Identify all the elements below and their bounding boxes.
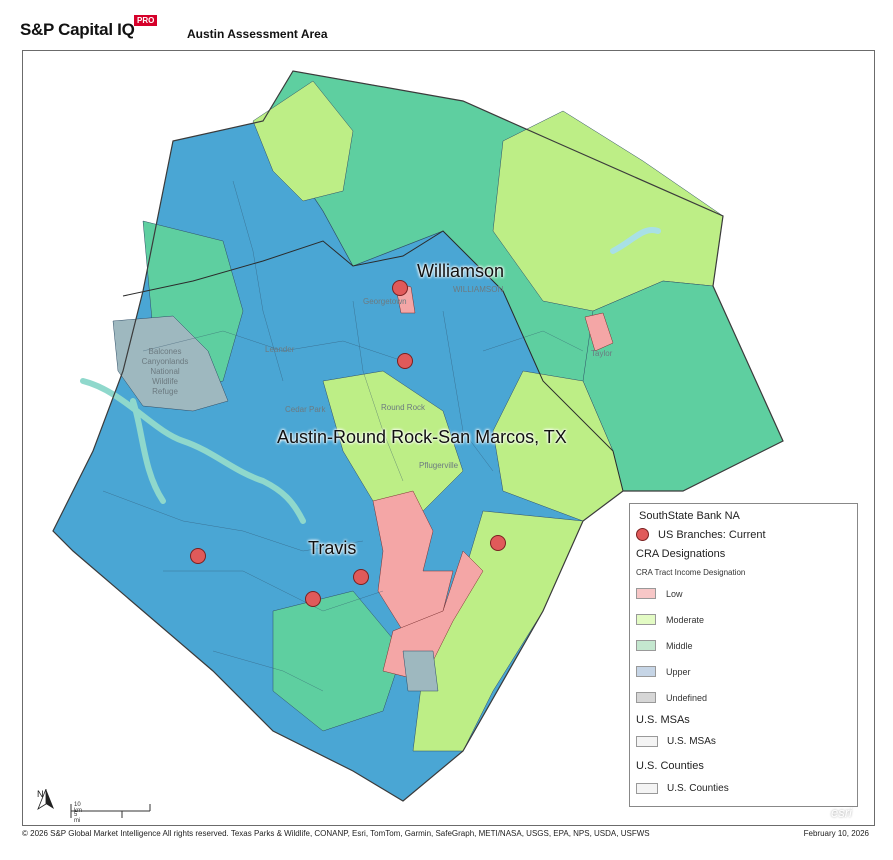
branch-marker-downtown (353, 569, 369, 585)
legend-label-upper: Upper (666, 666, 691, 677)
page-title: Austin Assessment Area (187, 27, 328, 41)
legend-item-county: U.S. Counties (636, 783, 729, 794)
msa-boundary (52, 70, 784, 802)
legend-county-heading: U.S. Counties (636, 760, 704, 772)
undefined-area-balcones (112, 315, 229, 412)
basemap-label-georgetown: Georgetown (363, 297, 407, 306)
legend-item-moderate: Moderate (636, 614, 704, 625)
branch-marker-georgetown (392, 280, 408, 296)
legend-label-undefined: Undefined (666, 692, 708, 703)
branch-marker-west (190, 548, 206, 564)
low-swatch (636, 588, 656, 599)
attribution-text: © 2026 S&P Global Market Intelligence Al… (22, 829, 650, 838)
legend-item-upper: Upper (636, 666, 691, 677)
msa-label: Austin-Round Rock-San Marcos, TX (277, 427, 567, 447)
basemap-label-leander: Leander (265, 345, 295, 354)
basemap-label-round-rock: Round Rock (381, 403, 426, 412)
middle-area-south (272, 590, 404, 732)
tract-lines (102, 180, 584, 692)
north-arrow-icon (37, 789, 54, 810)
legend-item-undefined: Undefined (636, 692, 707, 703)
upper-swatch (636, 666, 656, 677)
basemap-label-balcones: Balcones Canyonlands National Wildlife R… (141, 347, 189, 396)
county-boundary (122, 230, 624, 492)
legend-label-msa: U.S. MSAs (667, 736, 716, 747)
lake-travis (80, 378, 306, 524)
legend-item-middle: Middle (636, 640, 693, 651)
moderate-swatch (636, 614, 656, 625)
branch-marker-icon (636, 528, 649, 541)
legend-branches-label: US Branches: Current (658, 528, 766, 541)
scale-km-label: 10 km (74, 802, 82, 814)
undefined-area-airport (402, 650, 439, 692)
map-legend: SouthState Bank NA US Branches: Current … (629, 503, 858, 807)
legend-cra-heading: CRA Designations (636, 548, 726, 560)
report-date: February 10, 2026 (803, 829, 869, 838)
pro-badge: PRO (134, 15, 158, 26)
legend-item-msa: U.S. MSAs (636, 736, 716, 747)
basemap-label-williamson: WILLIAMSON (453, 285, 504, 294)
low-area-taylor (584, 312, 614, 352)
county-label-williamson: Williamson (417, 261, 505, 281)
legend-item-low: Low (636, 588, 683, 599)
map-view[interactable]: Balcones Canyonlands National Wildlife R… (22, 50, 875, 826)
legend-branches-item: US Branches: Current (636, 528, 766, 541)
undefined-swatch (636, 692, 656, 703)
basemap-label-pflugerville: Pflugerville (419, 461, 459, 470)
low-area-central (372, 490, 454, 632)
moderate-area-north (252, 80, 354, 202)
scale-bar-graphic (70, 804, 151, 818)
brand-logo-text: S&P Capital IQ (20, 20, 135, 39)
basemap-label-taylor: Taylor (591, 349, 613, 358)
lake-in-williamson (610, 227, 661, 254)
county-label-travis: Travis (308, 538, 357, 558)
legend-msa-heading: U.S. MSAs (636, 714, 690, 726)
scale-mi-label: 5 mi (74, 812, 81, 824)
county-swatch (636, 783, 658, 794)
esri-watermark: esri (831, 805, 852, 820)
branch-marker-east (490, 535, 506, 551)
branch-marker-southwest (305, 591, 321, 607)
middle-swatch (636, 640, 656, 651)
legend-label-middle: Middle (666, 640, 693, 651)
moderate-area-central (322, 370, 464, 512)
branch-marker-round-rock (397, 353, 413, 369)
map-canvas (52, 70, 784, 802)
legend-label-moderate: Moderate (666, 614, 705, 625)
legend-cra-subheading: CRA Tract Income Designation (636, 568, 746, 577)
north-arrow: N (37, 789, 54, 810)
low-area-southeast (382, 550, 484, 682)
legend-title: SouthState Bank NA (639, 510, 740, 522)
msa-swatch (636, 736, 658, 747)
north-label: N (37, 789, 44, 799)
legend-label-low: Low (666, 588, 683, 599)
legend-label-county: U.S. Counties (667, 783, 729, 794)
branch-markers (190, 280, 506, 607)
basemap-label-cedar-park: Cedar Park (285, 405, 326, 414)
